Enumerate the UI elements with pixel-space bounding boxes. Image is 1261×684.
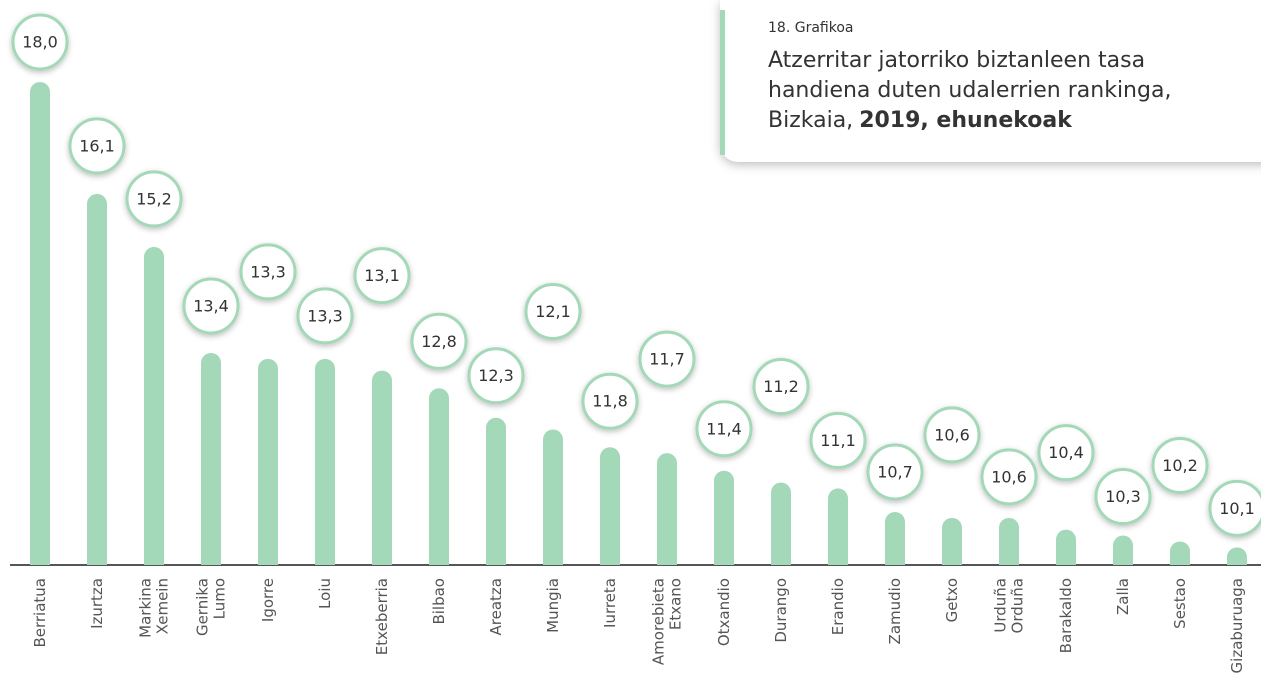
x-tick-label: Loiu (316, 578, 334, 609)
label-bubble (1208, 479, 1261, 537)
value-label: 10,6 (991, 467, 1027, 486)
bar (714, 470, 734, 565)
x-tick-label: Mungia (544, 578, 562, 633)
value-label: 11,8 (592, 392, 628, 411)
x-tick-label: Bilbao (430, 578, 448, 625)
x-tick-label: AmorebietaEtxano (650, 578, 685, 665)
label-bubble (581, 372, 639, 430)
label-bubble (866, 443, 924, 501)
x-tick-label: GernikaLumo (194, 578, 229, 636)
label-bubble (1037, 424, 1095, 482)
value-label: 11,4 (706, 419, 742, 438)
label-bubble (1094, 468, 1152, 526)
x-tick-label: Otxandio (715, 578, 733, 646)
x-tick-label: UrduñaOrduña (992, 578, 1027, 633)
label-bubble (11, 13, 69, 71)
label-bubble (695, 400, 753, 458)
accent-bar (720, 10, 725, 155)
bar (1113, 535, 1133, 565)
label-bubble (524, 283, 582, 341)
x-tick-label: Getxo (943, 578, 961, 622)
x-tick-label: Gizaburuaga (1228, 578, 1246, 673)
value-label: 10,7 (877, 462, 913, 481)
bar (144, 246, 164, 565)
bar (258, 358, 278, 565)
label-bubble (239, 243, 297, 301)
label-bubble (296, 287, 354, 345)
x-tick-label: Areatza (487, 578, 505, 635)
value-label: 12,1 (535, 302, 571, 321)
value-label: 10,1 (1219, 499, 1255, 518)
bar (1170, 541, 1190, 565)
title-box: 18. Grafikoa Atzerritar jatorriko biztan… (720, 0, 1261, 162)
x-tick-label: Etxeberria (373, 578, 391, 655)
bar (429, 388, 449, 565)
x-tick-label: Durango (772, 578, 790, 643)
bar (885, 511, 905, 565)
value-label: 11,7 (649, 350, 685, 369)
value-label: 13,1 (364, 266, 400, 285)
label-bubble (1151, 436, 1209, 494)
bar (372, 370, 392, 565)
x-tick-label: Igorre (259, 578, 277, 622)
bar (486, 417, 506, 565)
bar (1056, 529, 1076, 565)
value-label: 13,3 (250, 262, 286, 281)
x-tick-label: Berriatua (31, 578, 49, 648)
x-tick-label: MarkinaXemein (137, 578, 172, 638)
value-label: 13,4 (193, 296, 229, 315)
x-tick-label: Iurreta (601, 578, 619, 628)
bar (201, 352, 221, 565)
label-bubble (410, 312, 468, 370)
label-bubble (353, 247, 411, 305)
chart-title: Atzerritar jatorriko biztanleen tasa han… (768, 46, 1218, 136)
value-label: 15,2 (136, 189, 172, 208)
kicker: 18. Grafikoa (768, 20, 854, 36)
bar (999, 517, 1019, 565)
label-bubble (638, 330, 696, 388)
label-bubble (182, 277, 240, 335)
label-bubble (752, 358, 810, 416)
title-emphasis: 2019, ehunekoak (859, 108, 1072, 133)
x-tick-label: Sestao (1171, 578, 1189, 629)
value-label: 18,0 (22, 33, 58, 52)
bar (315, 358, 335, 565)
bar (600, 447, 620, 565)
x-tick-label: Erandio (829, 578, 847, 635)
label-bubble (980, 448, 1038, 506)
label-bubble (125, 170, 183, 228)
bar (942, 517, 962, 565)
x-tick-label: Barakaldo (1057, 578, 1075, 653)
value-label: 10,4 (1048, 443, 1084, 462)
bar (543, 429, 563, 565)
value-label: 10,2 (1162, 456, 1198, 475)
value-label: 12,8 (421, 332, 457, 351)
value-label: 12,3 (478, 366, 514, 385)
label-bubble (467, 347, 525, 405)
bar (1227, 547, 1247, 565)
bar (30, 82, 50, 565)
x-tick-label: Zalla (1114, 578, 1132, 615)
x-tick-label: Zamudio (886, 578, 904, 644)
label-bubble (68, 117, 126, 175)
bar (87, 193, 107, 566)
value-label: 16,1 (79, 136, 115, 155)
label-bubble (923, 406, 981, 464)
value-label: 10,3 (1105, 487, 1141, 506)
x-tick-label: Izurtza (88, 578, 106, 629)
title-text: Atzerritar jatorriko biztanleen tasa han… (768, 48, 1172, 133)
bar (771, 482, 791, 565)
value-label: 11,2 (763, 377, 799, 396)
bar (828, 488, 848, 565)
bar (657, 453, 677, 565)
value-label: 13,3 (307, 306, 343, 325)
label-bubble (809, 411, 867, 469)
value-label: 11,1 (820, 431, 856, 450)
value-label: 10,6 (934, 425, 970, 444)
